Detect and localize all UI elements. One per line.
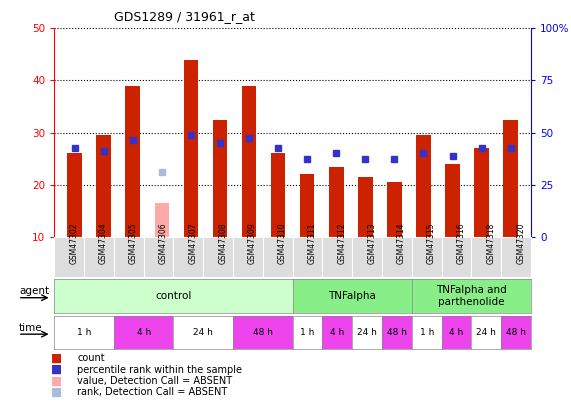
Text: TNFalpha: TNFalpha — [328, 291, 376, 301]
Bar — [387, 182, 401, 237]
Text: 24 h: 24 h — [194, 328, 213, 337]
Text: 1 h: 1 h — [77, 328, 91, 337]
Text: 48 h: 48 h — [506, 328, 526, 337]
Text: time: time — [19, 322, 43, 333]
Bar — [300, 175, 315, 237]
Text: ■: ■ — [51, 375, 62, 388]
Bar — [329, 166, 344, 237]
Bar — [67, 153, 82, 237]
Text: GSM47308: GSM47308 — [218, 222, 227, 264]
Bar — [445, 164, 460, 237]
Text: GSM47311: GSM47311 — [308, 222, 316, 264]
Text: GSM47310: GSM47310 — [278, 222, 287, 264]
Text: GSM47313: GSM47313 — [367, 222, 376, 264]
Text: GSM47314: GSM47314 — [397, 222, 406, 264]
Text: GSM47304: GSM47304 — [99, 222, 108, 264]
Text: 24 h: 24 h — [357, 328, 377, 337]
Text: ■: ■ — [51, 363, 62, 376]
Text: GSM47318: GSM47318 — [486, 222, 495, 264]
Bar — [184, 60, 198, 237]
Text: rank, Detection Call = ABSENT: rank, Detection Call = ABSENT — [77, 388, 227, 397]
Text: 4 h: 4 h — [136, 328, 151, 337]
Bar — [416, 135, 431, 237]
Text: ■: ■ — [51, 352, 62, 365]
Text: value, Detection Call = ABSENT: value, Detection Call = ABSENT — [77, 376, 232, 386]
Text: ■: ■ — [51, 386, 62, 399]
Bar — [504, 119, 518, 237]
Bar — [271, 153, 286, 237]
Text: count: count — [77, 354, 104, 363]
Text: GDS1289 / 31961_r_at: GDS1289 / 31961_r_at — [114, 10, 255, 23]
Text: GSM47312: GSM47312 — [337, 222, 347, 264]
Text: GSM47316: GSM47316 — [457, 222, 465, 264]
Text: 4 h: 4 h — [449, 328, 464, 337]
Text: control: control — [155, 291, 192, 301]
Text: 1 h: 1 h — [420, 328, 434, 337]
Bar — [96, 135, 111, 237]
Text: GSM47315: GSM47315 — [427, 222, 436, 264]
Text: GSM47306: GSM47306 — [159, 222, 167, 264]
Text: GSM47320: GSM47320 — [516, 222, 525, 264]
Text: 1 h: 1 h — [300, 328, 315, 337]
Bar — [212, 119, 227, 237]
Text: GSM47305: GSM47305 — [128, 222, 138, 264]
Text: TNFalpha and
parthenolide: TNFalpha and parthenolide — [436, 285, 507, 307]
Text: 48 h: 48 h — [253, 328, 273, 337]
Text: 24 h: 24 h — [476, 328, 496, 337]
Text: GSM47307: GSM47307 — [188, 222, 198, 264]
Text: 4 h: 4 h — [330, 328, 344, 337]
Text: 48 h: 48 h — [387, 328, 407, 337]
Text: GSM47302: GSM47302 — [69, 222, 78, 264]
Bar — [242, 86, 256, 237]
Text: percentile rank within the sample: percentile rank within the sample — [77, 365, 242, 375]
Bar — [358, 177, 373, 237]
Text: agent: agent — [19, 286, 49, 296]
Bar — [475, 148, 489, 237]
Text: GSM47309: GSM47309 — [248, 222, 257, 264]
Bar — [126, 86, 140, 237]
Bar — [155, 203, 169, 237]
